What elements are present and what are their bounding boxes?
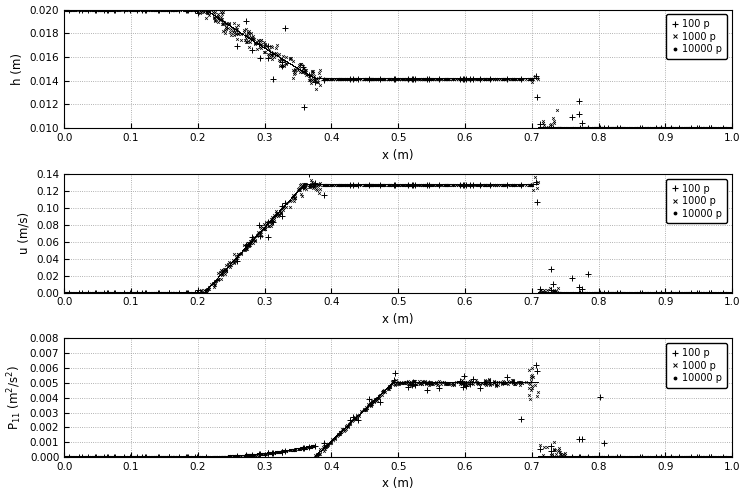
X-axis label: x (m): x (m) [383,478,414,491]
Legend: 100 p, 1000 p, 10000 p: 100 p, 1000 p, 10000 p [666,14,727,59]
X-axis label: x (m): x (m) [383,149,414,162]
X-axis label: x (m): x (m) [383,313,414,326]
Y-axis label: u (m/s): u (m/s) [18,212,31,254]
Legend: 100 p, 1000 p, 10000 p: 100 p, 1000 p, 10000 p [666,343,727,388]
Y-axis label: h (m): h (m) [11,53,24,85]
Y-axis label: P$_{11}$ (m$^2$/s$^2$): P$_{11}$ (m$^2$/s$^2$) [5,365,25,430]
Legend: 100 p, 1000 p, 10000 p: 100 p, 1000 p, 10000 p [666,179,727,223]
